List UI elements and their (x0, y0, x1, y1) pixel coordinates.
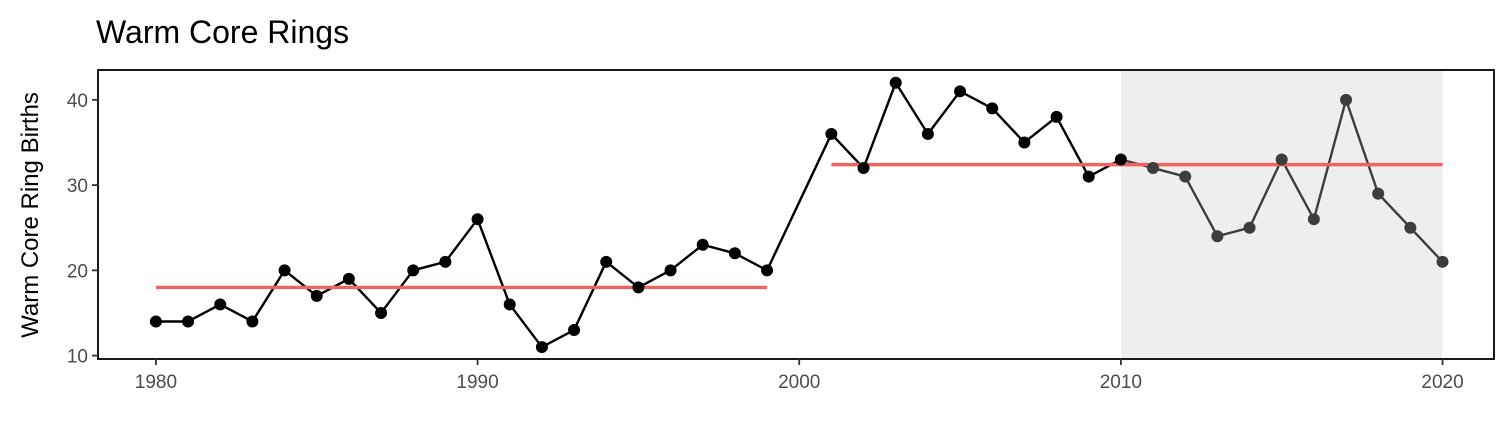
data-point (1275, 153, 1288, 166)
series-segment (476, 217, 511, 306)
data-point (1179, 170, 1192, 183)
data-point (1340, 93, 1353, 106)
series-segment (1280, 158, 1316, 221)
y-axis-label: Warm Core Ring Births (17, 92, 44, 338)
series-segment (1184, 175, 1219, 238)
series-segment (186, 303, 222, 323)
data-point (310, 289, 323, 302)
series-segment (669, 243, 704, 272)
data-point (1404, 221, 1417, 234)
y-tick-label: 20 (67, 261, 88, 282)
data-point (857, 162, 870, 175)
data-point (921, 127, 934, 140)
series-segment (1087, 158, 1123, 178)
series-segment (1344, 98, 1380, 195)
data-point (1211, 230, 1224, 243)
series-segment (830, 132, 865, 170)
data-point (889, 76, 902, 89)
series-segment (637, 269, 672, 289)
series-segment (508, 303, 544, 349)
series-segment (991, 107, 1026, 144)
data-point (214, 298, 227, 311)
series-segment (572, 260, 608, 332)
data-point (1082, 170, 1095, 183)
data-point (1307, 213, 1320, 226)
data-point (278, 264, 291, 277)
series-segment (1023, 115, 1058, 144)
data-point (825, 127, 838, 140)
x-tick-label: 2000 (778, 372, 820, 393)
series-segment (219, 303, 254, 323)
series-segment (958, 90, 994, 110)
data-point (182, 315, 195, 328)
series-segment (540, 328, 576, 349)
y-tick-label: 30 (67, 176, 88, 197)
data-point (407, 264, 420, 277)
data-point (761, 264, 774, 277)
data-point (1436, 255, 1449, 268)
data-point (1147, 162, 1160, 175)
y-tick-label: 40 (67, 91, 88, 112)
data-point (696, 238, 709, 251)
data-point (728, 247, 741, 260)
data-point (568, 324, 581, 337)
highlight-region (1120, 70, 1443, 359)
series-segment (733, 252, 769, 272)
data-point (954, 85, 967, 98)
data-point (246, 315, 259, 328)
data-point (1243, 221, 1256, 234)
x-tick-label: 2010 (1100, 372, 1142, 393)
series-segment (862, 81, 897, 170)
series-segment (1312, 98, 1348, 221)
series-segment (765, 132, 833, 272)
data-point (1114, 153, 1127, 166)
data-point (986, 102, 999, 115)
series-segment (347, 277, 383, 315)
data-point (342, 272, 355, 285)
series-segment (1248, 158, 1283, 229)
y-tick-label: 10 (67, 347, 88, 368)
data-point (439, 255, 452, 268)
series-segment (894, 81, 930, 136)
x-tick-label: 1980 (135, 372, 177, 393)
panel-border (97, 69, 1495, 360)
x-tick-label: 1990 (456, 372, 498, 393)
series-segment (251, 269, 286, 323)
series-segment (1055, 115, 1090, 178)
data-point (535, 341, 548, 354)
chart-title: Warm Core Rings (96, 14, 349, 50)
data-point (600, 255, 613, 268)
data-point (375, 306, 388, 319)
series-segment (1409, 226, 1444, 264)
data-point (1372, 187, 1385, 200)
data-point (1018, 136, 1031, 149)
series-segment (444, 217, 479, 264)
data-point (632, 281, 645, 294)
series-segment (283, 269, 318, 298)
data-point (1050, 110, 1063, 123)
series-segment (1377, 192, 1412, 229)
series-segment (379, 269, 415, 315)
data-point (471, 213, 484, 226)
series-segment (926, 90, 962, 136)
x-tick-label: 2020 (1421, 372, 1463, 393)
series-segment (605, 260, 640, 289)
data-point (503, 298, 516, 311)
plot-area: 1980 1990 2000 2010 2020 10 20 30 40 (67, 69, 1495, 393)
data-point (149, 315, 162, 328)
data-point (664, 264, 677, 277)
